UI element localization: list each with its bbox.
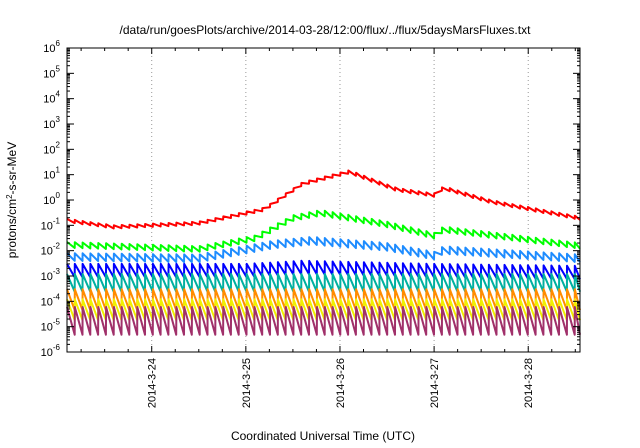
series-line-7 (66, 306, 581, 336)
x-axis-label: Coordinated Universal Time (UTC) (231, 429, 415, 443)
series-line-3 (66, 259, 581, 281)
y-tick-label: 102 (43, 140, 60, 156)
y-tick-label: 10-2 (41, 242, 61, 258)
y-tick-label: 105 (43, 64, 60, 80)
x-tick-label: 2014-3-27 (429, 358, 441, 408)
chart-title: /data/run/goesPlots/archive/2014-03-28/1… (120, 23, 532, 37)
series-line-5 (66, 288, 581, 312)
y-tick-label: 106 (43, 39, 60, 55)
x-tick-label: 2014-3-25 (241, 358, 253, 408)
series-group (66, 169, 581, 336)
y-tick-label: 104 (43, 90, 60, 106)
x-tick-label: 2014-3-24 (147, 358, 159, 408)
x-tick-label: 2014-3-26 (335, 358, 347, 408)
y-axis-label: protons/cm2-s-sr-MeV (5, 142, 20, 258)
y-tick-label: 10-6 (41, 343, 61, 359)
grid-lines (151, 48, 529, 352)
y-tick-label: 10-3 (41, 267, 61, 283)
y-tick-label: 10-1 (41, 216, 61, 232)
y-tick-label: 101 (43, 166, 60, 182)
y-tick-label: 103 (43, 115, 60, 131)
y-tick-label: 100 (43, 191, 60, 207)
series-line-2 (66, 236, 581, 264)
series-line-1 (66, 209, 581, 253)
x-tick-label: 2014-3-28 (523, 358, 535, 408)
x-axis-ticks: 2014-3-24 2014-3-25 2014-3-26 2014-3-27 2014… (80, 48, 576, 408)
y-axis-ticks: 10-6 10-5 10-4 10-3 10-2 10-1 100 101 102 103 104 1… (41, 39, 580, 359)
y-tick-label: 10-4 (41, 292, 61, 308)
y-tick-label: 10-5 (41, 318, 61, 334)
series-line-0 (66, 169, 581, 230)
